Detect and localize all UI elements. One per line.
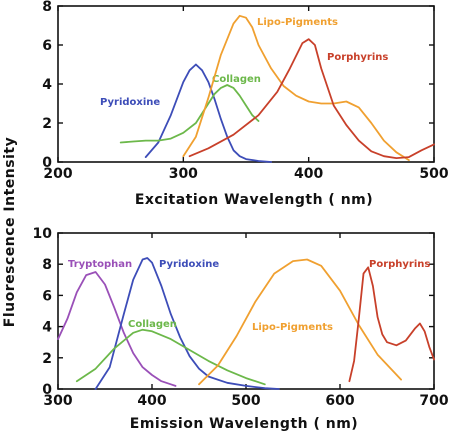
- y-tick-label: 2: [42, 116, 52, 132]
- emission-x-axis-label: Emission Wavelength ( nm): [130, 416, 358, 432]
- x-tick-label: 700: [419, 393, 448, 409]
- collagen-line: [119, 84, 260, 144]
- y-tick-label: 6: [42, 288, 52, 304]
- pyridoxine-label: Pyridoxine: [100, 97, 160, 108]
- porphyrins-label: Porphyrins: [327, 52, 388, 63]
- y-tick-label: 4: [42, 77, 52, 93]
- y-tick-label: 8: [42, 257, 52, 273]
- y-tick-label: 6: [42, 38, 52, 54]
- excitation-chart: Excitation Wavelength ( nm) 200 300 400 500…: [42, 0, 449, 208]
- pyridoxine-line: [94, 257, 280, 390]
- porphyrins-line: [188, 38, 435, 159]
- porphyrins-label: Porphyrins: [369, 259, 430, 270]
- plot-frame: [57, 232, 435, 390]
- y-tick-label: 0: [42, 382, 52, 398]
- y-tick-label: 8: [42, 0, 52, 15]
- x-tick-label: 300: [43, 393, 72, 409]
- pyridoxine-line: [144, 63, 272, 163]
- lipo-pigments-line: [198, 258, 402, 386]
- pyridoxine-label: Pyridoxine: [159, 259, 219, 270]
- tryptophan-label: Tryptophan: [68, 259, 132, 270]
- x-tick-label: 600: [325, 393, 354, 409]
- shared-y-axis-label: Fluorescence Intensity: [2, 137, 18, 327]
- y-tick-label: 10: [33, 226, 53, 242]
- x-tick-label: 200: [43, 166, 72, 182]
- x-tick-label: 300: [169, 166, 198, 182]
- collagen-line: [75, 328, 266, 386]
- tryptophan-line: [57, 271, 177, 387]
- emission-chart: Emission Wavelength ( nm) 300 400 500 600 70…: [33, 226, 449, 432]
- excitation-x-axis-label: Excitation Wavelength ( nm): [135, 192, 373, 208]
- y-tick-label: 0: [42, 155, 52, 171]
- x-tick-label: 400: [294, 166, 323, 182]
- x-tick-label: 400: [137, 393, 166, 409]
- x-tick-label: 500: [231, 393, 260, 409]
- lipo-pigments-line: [182, 14, 410, 161]
- y-tick-label: 2: [42, 351, 52, 367]
- collagen-label: Collagen: [212, 74, 261, 85]
- lipo-pigments-label: Lipo-Pigments: [257, 17, 338, 28]
- collagen-label: Collagen: [128, 319, 177, 330]
- porphyrins-line: [348, 266, 435, 383]
- lipo-pigments-label: Lipo-Pigments: [252, 322, 333, 333]
- y-tick-label: 4: [42, 320, 52, 336]
- x-tick-label: 500: [419, 166, 448, 182]
